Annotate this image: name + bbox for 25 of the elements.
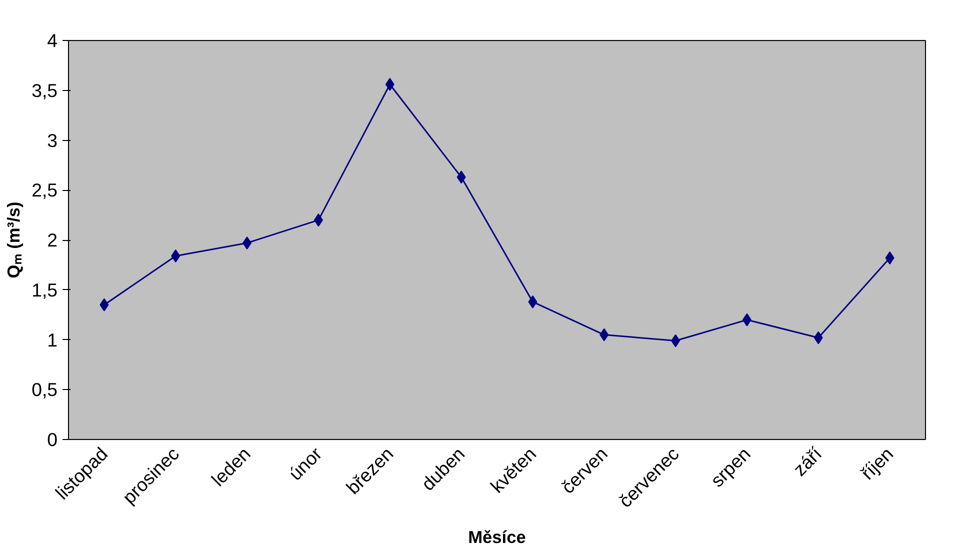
point xyxy=(742,313,752,326)
point xyxy=(171,249,180,262)
point xyxy=(100,298,109,312)
point xyxy=(314,214,323,227)
y-tick-label: 3 xyxy=(47,130,58,151)
x-tick-label: září xyxy=(788,442,826,480)
y-tick-label: 0 xyxy=(47,429,58,450)
point xyxy=(528,295,538,308)
y-tick-label: 4 xyxy=(47,30,58,51)
point xyxy=(456,170,466,184)
y-tick-label: 1,5 xyxy=(32,279,58,300)
point xyxy=(385,78,394,91)
x-tick-label: říjen xyxy=(856,443,898,484)
point xyxy=(885,251,894,264)
y-axis-title: Qₘ (m³/s) xyxy=(4,202,24,278)
x-axis-title: Měsíce xyxy=(468,526,526,547)
point xyxy=(242,236,252,250)
y-tick-label: 2,5 xyxy=(32,180,58,201)
y-tick-label: 0,5 xyxy=(32,379,58,400)
y-tick-label: 2 xyxy=(47,230,58,250)
y-tick-label: 1 xyxy=(47,329,58,350)
point xyxy=(600,328,609,342)
point xyxy=(671,334,680,348)
y-tick-label: 3,5 xyxy=(32,80,58,101)
point xyxy=(814,331,823,344)
